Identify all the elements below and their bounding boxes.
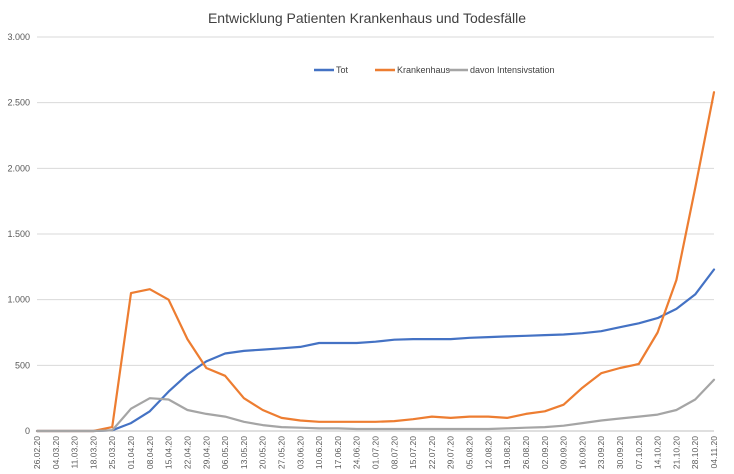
x-tick-label: 22.04.20 bbox=[182, 436, 192, 469]
x-tick-label: 26.08.20 bbox=[521, 436, 531, 469]
x-tick-label: 07.10.20 bbox=[634, 436, 644, 469]
x-tick-label: 23.09.20 bbox=[596, 436, 606, 469]
x-tick-label: 18.03.20 bbox=[88, 436, 98, 469]
x-axis-ticks: 26.02.20 04.03.20 11.03.20 18.03.20 25.03.20… bbox=[32, 436, 719, 469]
x-tick-label: 02.09.20 bbox=[540, 436, 550, 469]
x-tick-label: 24.06.20 bbox=[352, 436, 362, 469]
x-tick-label: 10.06.20 bbox=[314, 436, 324, 469]
x-tick-label: 16.09.20 bbox=[577, 436, 587, 469]
x-tick-label: 06.05.20 bbox=[220, 436, 230, 469]
y-tick-label: 2.000 bbox=[7, 163, 30, 173]
y-tick-label: 3.000 bbox=[7, 32, 30, 42]
x-tick-label: 20.05.20 bbox=[258, 436, 268, 469]
x-tick-label: 04.11.20 bbox=[709, 436, 719, 469]
x-tick-label: 11.03.20 bbox=[70, 436, 80, 469]
legend: Tot Krankenhaus davon Intensivstation bbox=[314, 65, 555, 75]
x-tick-label: 22.07.20 bbox=[427, 436, 437, 469]
x-tick-label: 29.07.20 bbox=[446, 436, 456, 469]
x-tick-label: 14.10.20 bbox=[653, 436, 663, 469]
gridlines bbox=[37, 36, 714, 432]
y-tick-label: 1.500 bbox=[7, 229, 30, 239]
y-tick-label: 2.500 bbox=[7, 98, 30, 108]
x-tick-label: 12.08.20 bbox=[483, 436, 493, 469]
x-tick-label: 15.04.20 bbox=[164, 436, 174, 469]
x-tick-label: 25.03.20 bbox=[107, 436, 117, 469]
x-tick-label: 05.08.20 bbox=[465, 436, 475, 469]
series-line-davon-intensivstation bbox=[35, 378, 716, 433]
y-tick-label: 500 bbox=[15, 360, 30, 370]
x-tick-label: 21.10.20 bbox=[671, 436, 681, 469]
x-tick-label: 17.06.20 bbox=[333, 436, 343, 469]
x-tick-label: 08.04.20 bbox=[145, 436, 155, 469]
y-tick-label: 1.000 bbox=[7, 295, 30, 305]
x-tick-label: 03.06.20 bbox=[295, 436, 305, 469]
x-tick-label: 29.04.20 bbox=[201, 436, 211, 469]
y-tick-label: 0 bbox=[25, 426, 30, 436]
x-tick-label: 15.07.20 bbox=[408, 436, 418, 469]
series-line-krankenhaus bbox=[35, 91, 716, 433]
y-axis-ticks: 0 500 1.000 1.500 2.000 2.500 3.000 bbox=[7, 32, 30, 436]
x-tick-label: 04.03.20 bbox=[51, 436, 61, 469]
x-tick-label: 08.07.20 bbox=[389, 436, 399, 469]
x-tick-label: 30.09.20 bbox=[615, 436, 625, 469]
series-lines bbox=[35, 91, 716, 433]
x-tick-label: 19.08.20 bbox=[502, 436, 512, 469]
x-tick-label: 13.05.20 bbox=[239, 436, 249, 469]
x-tick-label: 26.02.20 bbox=[32, 436, 42, 469]
legend-label-davon-intensivstation: davon Intensivstation bbox=[470, 65, 555, 75]
x-tick-label: 09.09.20 bbox=[559, 436, 569, 469]
x-tick-label: 01.04.20 bbox=[126, 436, 136, 469]
x-tick-label: 27.05.20 bbox=[276, 436, 286, 469]
legend-label-tot: Tot bbox=[336, 65, 349, 75]
series-line-tot bbox=[35, 268, 716, 433]
x-tick-label: 01.07.20 bbox=[371, 436, 381, 469]
x-tick-label: 28.10.20 bbox=[690, 436, 700, 469]
chart-title: Entwicklung Patienten Krankenhaus und To… bbox=[208, 10, 526, 26]
legend-label-krankenhaus: Krankenhaus bbox=[397, 65, 451, 75]
